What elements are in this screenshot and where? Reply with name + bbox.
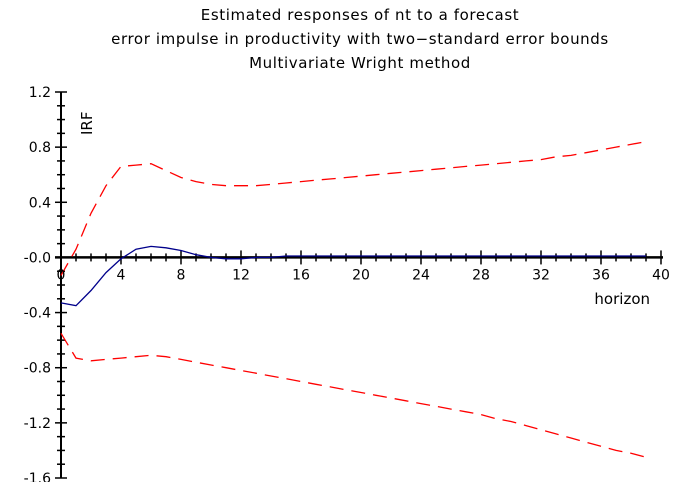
axes xyxy=(55,91,663,479)
x-tick-label: 28 xyxy=(472,267,490,283)
x-axis-label: horizon xyxy=(594,290,650,308)
x-tick-label: 8 xyxy=(177,267,186,283)
y-tick-label: -1.6 xyxy=(24,471,51,482)
x-tick-label: 0 xyxy=(57,267,66,283)
chart-title-line-2: error impulse in productivity with two−s… xyxy=(111,30,609,48)
lower-bound-line xyxy=(60,332,647,458)
chart-title-line-3: Multivariate Wright method xyxy=(249,54,471,72)
series-layer xyxy=(60,140,647,458)
upper-bound-line xyxy=(60,140,647,276)
x-tick-label: 40 xyxy=(652,267,670,283)
y-axis-label: IRF xyxy=(78,112,96,135)
x-tick-label: 24 xyxy=(412,267,430,283)
estimate-line xyxy=(60,245,646,307)
y-tick-label: -0.0 xyxy=(24,250,51,266)
y-tick-label: 0.8 xyxy=(29,140,51,156)
x-tick-label: 32 xyxy=(532,267,550,283)
y-tick-label: -1.2 xyxy=(24,416,51,432)
x-tick-label: 36 xyxy=(592,267,610,283)
x-tick-label: 16 xyxy=(292,267,310,283)
y-tick-label: -0.8 xyxy=(24,361,51,377)
y-tick-label: 1.2 xyxy=(29,85,51,101)
x-tick-label: 12 xyxy=(232,267,250,283)
chart-title-line-1: Estimated responses of nt to a forecast xyxy=(200,6,520,24)
y-tick-label: 0.4 xyxy=(29,195,51,211)
y-tick-label: -0.4 xyxy=(24,306,51,322)
x-tick-label: 4 xyxy=(117,267,126,283)
tick-labels: 1.2 0.8 0.4 -0.0 -0.4 -0.8 -1.2 -1.6 0 4 8 12 16 20 24… xyxy=(24,85,670,482)
x-tick-label: 20 xyxy=(352,267,370,283)
